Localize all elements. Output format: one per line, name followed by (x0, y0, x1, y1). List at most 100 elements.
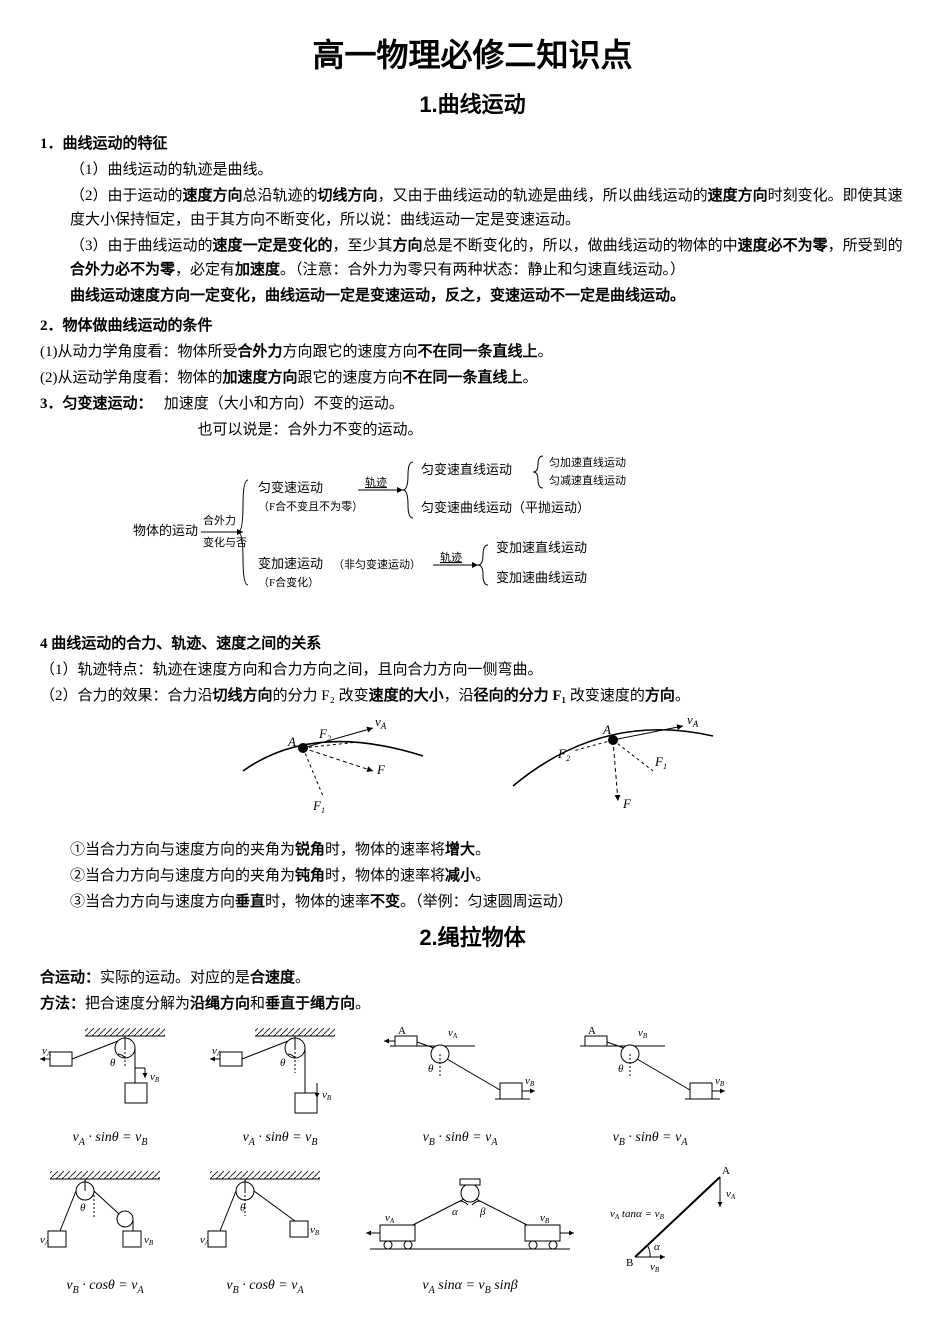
text: 。（注意：合外力为零只有两种状态：静止和匀速直线运动。） (280, 262, 685, 278)
tree-b1: 匀变速运动 (258, 480, 323, 495)
text: 加速度方向 (223, 370, 298, 386)
svg-text:vA: vA (726, 1188, 736, 1201)
label-A: A (602, 722, 611, 737)
text: 时，物体的速率 (265, 894, 370, 910)
text: 速度必不为零 (738, 238, 828, 254)
svg-text:B: B (626, 1257, 633, 1269)
text: 加速度 (235, 262, 280, 278)
pulley-diagram-4: A vB vB θ vB · sinθ = vA (570, 1028, 730, 1151)
text: 方向跟它的速度方向 (283, 344, 418, 360)
text: 合速度 (250, 970, 295, 986)
pulley-diagrams-row-2: vA vB θ vB · cosθ = vA vA vB θ vB · cosθ… (40, 1162, 905, 1298)
tree-b1a: 匀变速直线运动 (421, 462, 512, 477)
svg-text:A: A (588, 1025, 596, 1037)
text: ①当合力方向与速度方向的夹角为 (70, 842, 295, 858)
text: （2）由于运动的 (70, 188, 183, 204)
c2-p1: 合运动：实际的运动。对应的是合速度。 (40, 966, 905, 990)
label-A: A (287, 734, 296, 749)
text: 沿绳方向 (190, 996, 250, 1012)
svg-text:vB: vB (310, 1224, 320, 1237)
svg-text:vA: vA (212, 1045, 222, 1058)
s4-p1: （1）轨迹特点：轨迹在速度方向和合力方向之间，且向合力方向一侧弯曲。 (40, 658, 905, 682)
svg-text:θ: θ (618, 1063, 624, 1075)
text: 减小 (445, 868, 475, 884)
s1-p2: （2）由于运动的速度方向总沿轨迹的切线方向，又由于曲线运动的轨迹是曲线，所以曲线… (40, 184, 905, 232)
text: 方法： (40, 996, 85, 1012)
svg-text:β: β (479, 1206, 486, 1218)
text: 的分力 F₂ 改变 (273, 688, 369, 704)
formula-1: vA · sinθ = vB (73, 1127, 148, 1151)
s2-p2: (2)从运动学角度看：物体的加速度方向跟它的速度方向不在同一条直线上。 (40, 366, 905, 390)
svg-text:vB: vB (715, 1075, 725, 1088)
svg-text:vA: vA (385, 1212, 395, 1225)
svg-text:α: α (452, 1206, 458, 1218)
text: 改变速度的 (566, 688, 645, 704)
pulley-diagram-5: vA vB θ vB · cosθ = vA (40, 1171, 170, 1299)
chapter-2-title: 2.绳拉物体 (40, 920, 905, 955)
svg-text:vA: vA (42, 1045, 52, 1058)
tree-b2: 变加速运动 (258, 556, 323, 571)
classification-tree-diagram: 物体的运动 合外力 变化与否 匀变速运动 （F合不变且不为零） 轨迹 匀变速直线… (40, 450, 905, 620)
rule-3: ③当合力方向与速度方向垂直时，物体的速率不变。（举例：匀速圆周运动） (40, 890, 905, 914)
text: 不在同一条直线上 (403, 370, 523, 386)
text: 和 (250, 996, 265, 1012)
document-title: 高一物理必修二知识点 (40, 30, 905, 81)
pulley-diagram-6: vA vB θ vB · cosθ = vA (200, 1171, 330, 1299)
pulley-diagram-3: A vA vB θ vB · sinθ = vA (380, 1028, 540, 1151)
formula-7: vA sinα = vB sinβ (422, 1275, 517, 1299)
rule-2: ②当合力方向与速度方向的夹角为钝角时，物体的速率将减小。 (40, 864, 905, 888)
label-F2: F2 (318, 726, 331, 743)
text: 垂直于绳方向 (265, 996, 355, 1012)
rod-diagram: A B vA vB α vA tanα = vB . (610, 1162, 760, 1298)
curve-diagram-obtuse: A vA F F2 F1 (503, 716, 723, 826)
svg-text:θ: θ (240, 1202, 246, 1214)
formula-5: vB · cosθ = vA (66, 1275, 143, 1299)
text: 实际的运动。对应的是 (100, 970, 250, 986)
svg-text:vB: vB (638, 1027, 648, 1040)
label-F2: F2 (557, 746, 570, 763)
text: (1)从动力学角度看：物体所受 (40, 344, 238, 360)
pulley-diagram-2: vA vB θ vA · sinθ = vB (210, 1028, 350, 1151)
svg-text:vB: vB (322, 1089, 332, 1102)
text: 合外力必不为零 (70, 262, 175, 278)
svg-text:θ: θ (80, 1202, 86, 1214)
label-F1: F1 (654, 754, 667, 771)
tree-svg: 物体的运动 合外力 变化与否 匀变速运动 （F合不变且不为零） 轨迹 匀变速直线… (123, 450, 823, 620)
text: （3）由于曲线运动的 (70, 238, 213, 254)
section-4-head: 4 曲线运动的合力、轨迹、速度之间的关系 (40, 632, 905, 656)
curve-diagram-acute: A vA F F2 F1 (223, 716, 443, 826)
svg-text:vB: vB (150, 1071, 160, 1084)
chapter-1-title: 1.曲线运动 (40, 87, 905, 122)
text: 速度一定是变化的 (213, 238, 333, 254)
text: 不变 (370, 894, 400, 910)
text: 。（举例：匀速圆周运动） (400, 894, 573, 910)
s1-p4: 曲线运动速度方向一定变化，曲线运动一定是变速运动，反之，变速运动不一定是曲线运动… (40, 284, 905, 308)
tree-b2-sub: （F合变化） (258, 575, 319, 589)
text: 。 (475, 868, 490, 884)
text: 把合速度分解为 (85, 996, 190, 1012)
tree-root-sub2: 变化与否 (203, 535, 247, 549)
text: ，至少其 (333, 238, 393, 254)
formula-4: vB · sinθ = vA (613, 1127, 688, 1151)
tree-b1-arrow: 轨迹 (365, 475, 387, 489)
svg-text:vB: vB (144, 1234, 154, 1247)
text: 时，物体的速率将 (325, 868, 445, 884)
section-3-head: 3．匀变速运动： (40, 396, 153, 412)
text: 。 (475, 842, 490, 858)
svg-text:vA: vA (448, 1027, 458, 1040)
text: 速度方向 (708, 188, 768, 204)
formula-2: vA · sinθ = vB (243, 1127, 318, 1151)
text: 垂直 (235, 894, 265, 910)
svg-text:A: A (398, 1025, 406, 1037)
label-F: F (622, 796, 632, 811)
label-vA: vA (375, 714, 387, 731)
text: 锐角 (295, 842, 325, 858)
text: （2）合力的效果：合力沿 (40, 688, 213, 704)
label-F: F (376, 762, 386, 777)
tree-root-sub1: 合外力 (203, 513, 236, 527)
text: 合运动： (40, 970, 100, 986)
text: 钝角 (295, 868, 325, 884)
text: ，所受到的 (828, 238, 903, 254)
tree-b1-sub: （F合不变且不为零） (258, 499, 363, 513)
text: 速度方向 (183, 188, 243, 204)
